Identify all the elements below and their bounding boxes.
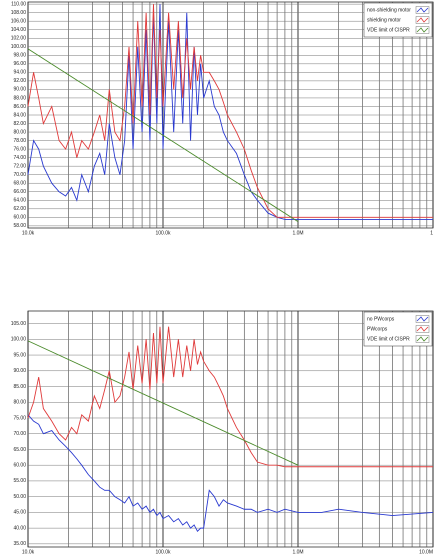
y-tick-label: 96.00 — [13, 61, 26, 67]
y-tick-label: 74.00 — [13, 155, 26, 161]
y-tick-label: 80.00 — [13, 400, 26, 406]
legend-label: non-shielding motor — [367, 7, 411, 13]
x-tick-label: 100.0k — [155, 549, 171, 555]
y-tick-label: 55.00 — [13, 478, 26, 484]
y-tick-label: 64.00 — [13, 198, 26, 204]
y-tick-label: 94.00 — [13, 70, 26, 76]
series-line — [27, 48, 299, 222]
legend-sample — [416, 17, 429, 23]
y-tick-label: 72.00 — [13, 163, 26, 169]
x-tick-label: 1.0M — [292, 549, 303, 555]
legend-sample — [416, 326, 429, 332]
y-tick-label: 88.00 — [13, 95, 26, 101]
y-tick-label: 62.00 — [13, 206, 26, 212]
x-tick-label: 100.0k — [155, 230, 171, 236]
x-tick-label: 1 — [430, 230, 433, 236]
x-tick-label: 1.0M — [292, 230, 303, 236]
legend-sample — [416, 336, 429, 342]
y-tick-label: 45.00 — [13, 510, 26, 516]
y-tick-label: 65.00 — [13, 447, 26, 453]
series-line — [27, 414, 434, 533]
y-tick-label: 90.00 — [13, 368, 26, 374]
plot-area — [27, 310, 434, 548]
y-tick-label: 100.00 — [11, 337, 27, 343]
legend-sample — [416, 7, 429, 13]
y-tick-label: 80.00 — [13, 129, 26, 135]
y-tick-label: 66.00 — [13, 189, 26, 195]
y-tick-label: 98.00 — [13, 53, 26, 59]
y-tick-label: 105.00 — [11, 321, 27, 327]
y-tick-label: 104.00 — [11, 27, 27, 33]
y-tick-label: 85.00 — [13, 384, 26, 390]
y-tick-label: 40.00 — [13, 525, 26, 531]
series-line — [27, 4, 433, 220]
x-tick-label: 10.0k — [22, 549, 35, 555]
y-tick-label: 60.00 — [13, 215, 26, 221]
y-tick-label: 92.00 — [13, 78, 26, 84]
legend-label: PWcorps — [367, 326, 388, 332]
y-tick-label: 70.00 — [13, 431, 26, 437]
y-tick-label: 68.00 — [13, 181, 26, 187]
legend-sample — [416, 316, 429, 322]
y-tick-label: 110.00 — [11, 1, 26, 7]
y-tick-label: 75.00 — [13, 415, 26, 421]
y-tick-label: 78.00 — [13, 138, 26, 144]
y-tick-label: 106.00 — [11, 19, 27, 25]
series-line — [27, 4, 433, 218]
y-tick-label: 102.00 — [11, 36, 27, 42]
x-tick-label: 10.0k — [22, 230, 35, 236]
y-tick-label: 50.00 — [13, 494, 26, 500]
y-tick-label: 82.00 — [13, 121, 26, 127]
y-tick-label: 70.00 — [13, 172, 26, 178]
y-tick-label: 100.00 — [11, 44, 27, 50]
legend-label: VDE limit of CISPR — [367, 336, 410, 342]
y-tick-label: 58.00 — [13, 223, 26, 229]
series-line — [27, 326, 433, 468]
y-tick-label: 84.00 — [13, 112, 26, 118]
y-tick-label: 60.00 — [13, 463, 26, 469]
y-tick-label: 108.00 — [11, 10, 27, 16]
y-tick-label: 76.00 — [13, 146, 26, 152]
y-tick-label: 35.00 — [13, 541, 26, 547]
legend-label: VDE limit of CISPR — [367, 27, 410, 33]
series-line — [27, 340, 299, 466]
y-tick-label: 86.00 — [13, 104, 26, 110]
y-tick-label: 95.00 — [13, 352, 26, 358]
legend-sample — [416, 27, 429, 33]
legend-label: shielding motor — [367, 17, 401, 23]
y-tick-label: 90.00 — [13, 87, 26, 93]
legend-label: no PWcorps — [367, 316, 395, 322]
x-tick-label: 10.0M — [419, 549, 433, 555]
